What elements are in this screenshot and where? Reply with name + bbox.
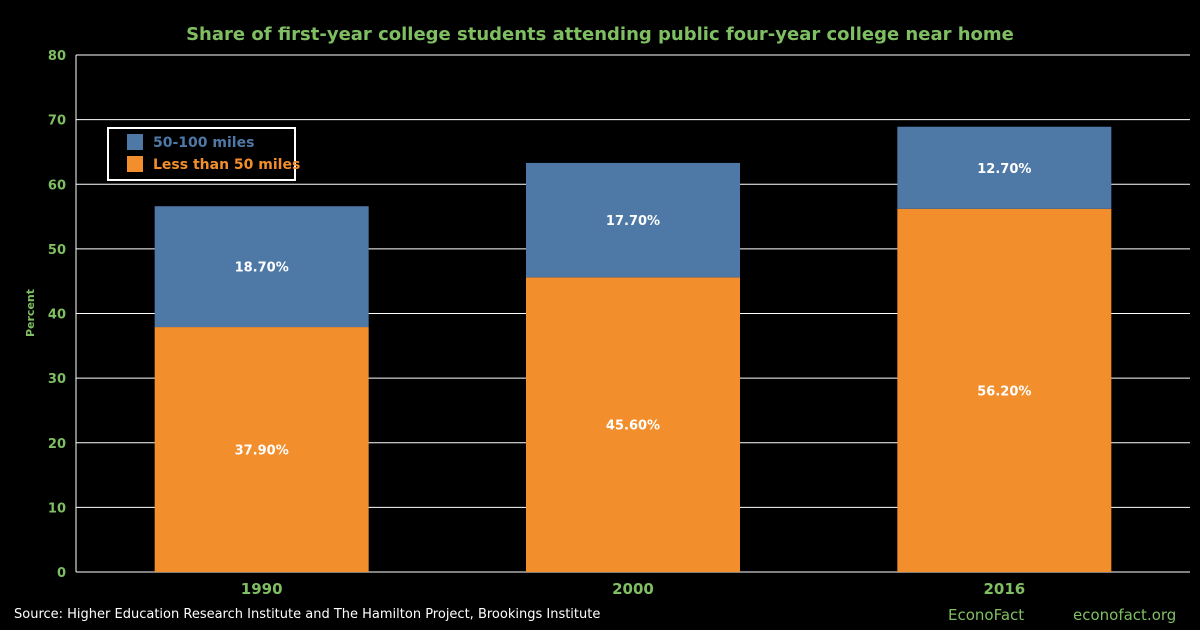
- data-label: 18.70%: [235, 261, 289, 276]
- x-tick-label: 1990: [241, 580, 283, 598]
- y-tick-label: 10: [48, 501, 66, 516]
- y-axis-ticks: 0 10 20 30 40 50 60 70 80: [48, 49, 66, 581]
- brand-name: EconoFact: [948, 606, 1025, 624]
- y-tick-label: 20: [48, 437, 66, 452]
- bar-2016-mid: [897, 126, 1112, 209]
- chart-title: Share of first-year college students att…: [186, 24, 1014, 45]
- y-tick-label: 30: [48, 372, 66, 387]
- x-tick-label: 2000: [612, 580, 654, 598]
- legend-label: Less than 50 miles: [153, 157, 300, 173]
- bar-1990-mid: [154, 206, 369, 328]
- data-label: 56.20%: [977, 384, 1031, 399]
- brand-site: econofact.org: [1073, 606, 1177, 624]
- bar-2000-mid: [526, 162, 740, 278]
- data-label: 37.90%: [235, 444, 289, 459]
- data-label: 17.70%: [606, 214, 660, 229]
- legend-swatch: [127, 134, 143, 150]
- bar-2000-near: [526, 277, 740, 572]
- y-tick-label: 50: [48, 243, 66, 258]
- y-tick-label: 70: [48, 114, 66, 129]
- y-tick-label: 0: [57, 566, 66, 581]
- bar-2016-near: [897, 208, 1112, 572]
- data-label: 12.70%: [977, 162, 1031, 177]
- data-label: 45.60%: [606, 419, 660, 434]
- y-tick-label: 40: [48, 308, 66, 323]
- bars: 37.90% 18.70% 45.60% 17.70% 56.20% 12.70%: [154, 126, 1112, 572]
- legend-label: 50-100 miles: [153, 135, 254, 151]
- x-axis-ticks: 1990 2000 2016: [241, 580, 1025, 598]
- legend: 50-100 miles Less than 50 miles: [107, 127, 300, 181]
- source-note: Source: Higher Education Research Instit…: [14, 607, 601, 622]
- bar-1990-near: [154, 327, 369, 572]
- y-axis-label: Percent: [24, 289, 37, 337]
- y-tick-label: 60: [48, 178, 66, 193]
- legend-swatch: [127, 156, 143, 172]
- y-tick-label: 80: [48, 49, 66, 64]
- x-tick-label: 2016: [983, 580, 1025, 598]
